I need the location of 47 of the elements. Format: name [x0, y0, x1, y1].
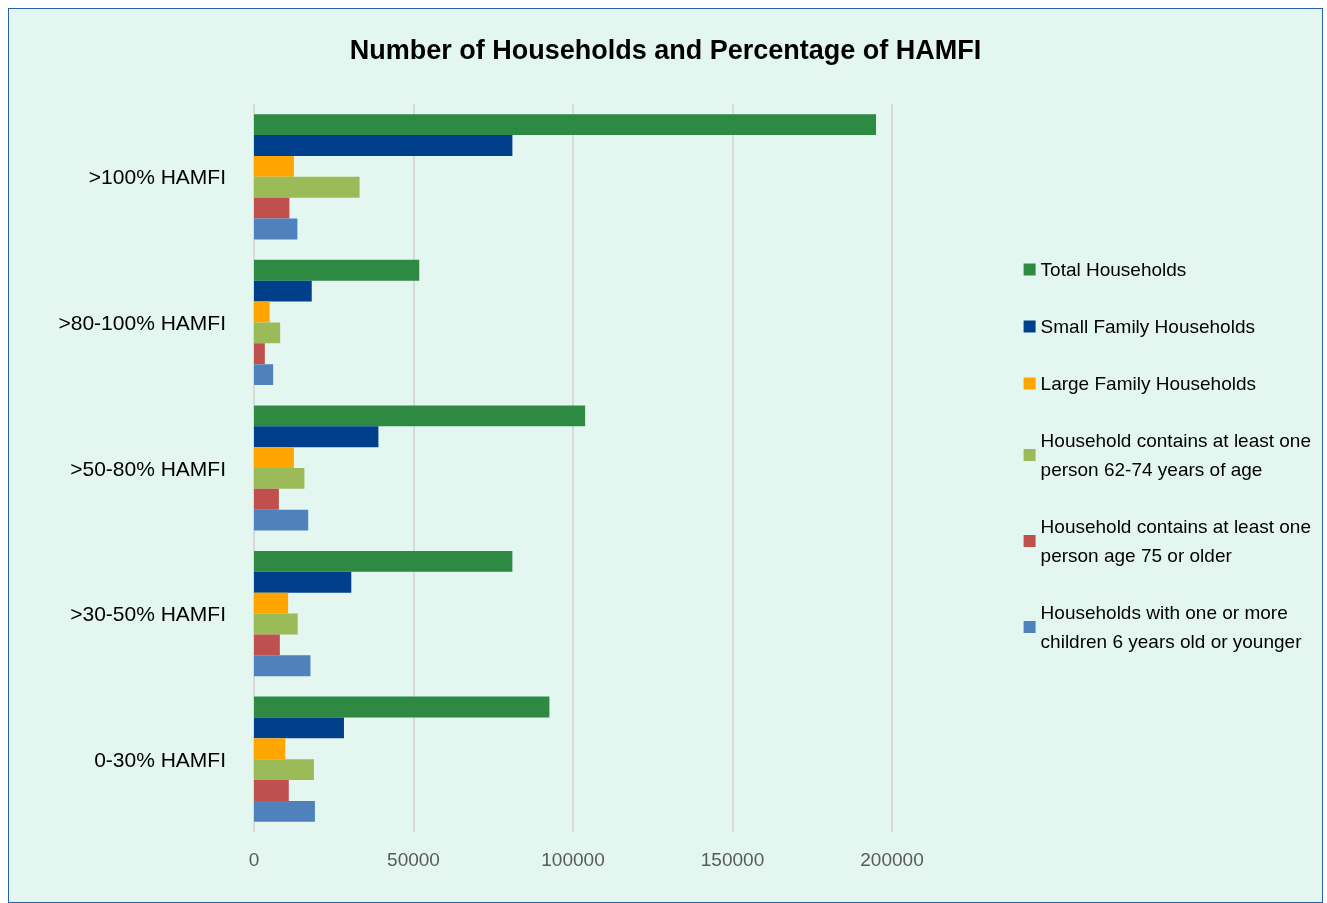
bar: [254, 571, 352, 593]
bar: [254, 405, 586, 427]
chart-title: Number of Households and Percentage of HAMFI: [349, 34, 982, 65]
bar: [254, 447, 294, 468]
x-tick-label: 50000: [387, 849, 440, 870]
bar: [254, 800, 315, 822]
bar: [254, 155, 294, 177]
bar: [254, 717, 344, 739]
bar: [254, 280, 312, 302]
y-tick-label: >80-100% HAMFI: [58, 310, 226, 334]
bar: [254, 592, 289, 614]
bar: [254, 322, 281, 344]
x-tick-label: 0: [248, 849, 260, 870]
legend-label: Large Family Households: [1040, 373, 1257, 394]
bar: [254, 550, 513, 572]
bar: [254, 197, 290, 219]
x-tick-label: 100000: [541, 849, 605, 870]
bar: [254, 613, 298, 635]
bar: [254, 426, 379, 448]
bar: [254, 738, 286, 760]
legend-label: Household contains at least one person 62-74 years of age: [1040, 430, 1312, 480]
bar: [254, 218, 298, 240]
x-tick-label: 150000: [700, 849, 765, 870]
bar: [254, 343, 265, 365]
bar: [254, 759, 314, 781]
bar: [254, 780, 289, 801]
bar: [254, 696, 550, 718]
bar: [254, 509, 309, 531]
bar: [254, 176, 360, 198]
legend-label: Total Households: [1040, 259, 1187, 280]
legend-label: Household contains at least one person age 75 or older: [1040, 516, 1312, 566]
legend-label: Households with one or more children 6 years old or younger: [1040, 602, 1303, 652]
bar: [254, 634, 280, 656]
y-tick-label: >100% HAMFI: [88, 165, 226, 189]
legend-label: Small Family Households: [1040, 316, 1255, 337]
bar: [254, 364, 274, 386]
y-tick-label: >30-50% HAMFI: [70, 602, 226, 626]
x-tick-label: 200000: [860, 849, 924, 870]
bar: [254, 259, 420, 281]
bar: [254, 114, 877, 136]
bar: [254, 468, 305, 489]
y-tick-label: >50-80% HAMFI: [70, 456, 226, 480]
bar: [254, 488, 279, 510]
bar: [254, 135, 513, 156]
bar: [254, 301, 270, 323]
bar: [254, 655, 311, 677]
y-tick-label: 0-30% HAMFI: [94, 747, 226, 771]
